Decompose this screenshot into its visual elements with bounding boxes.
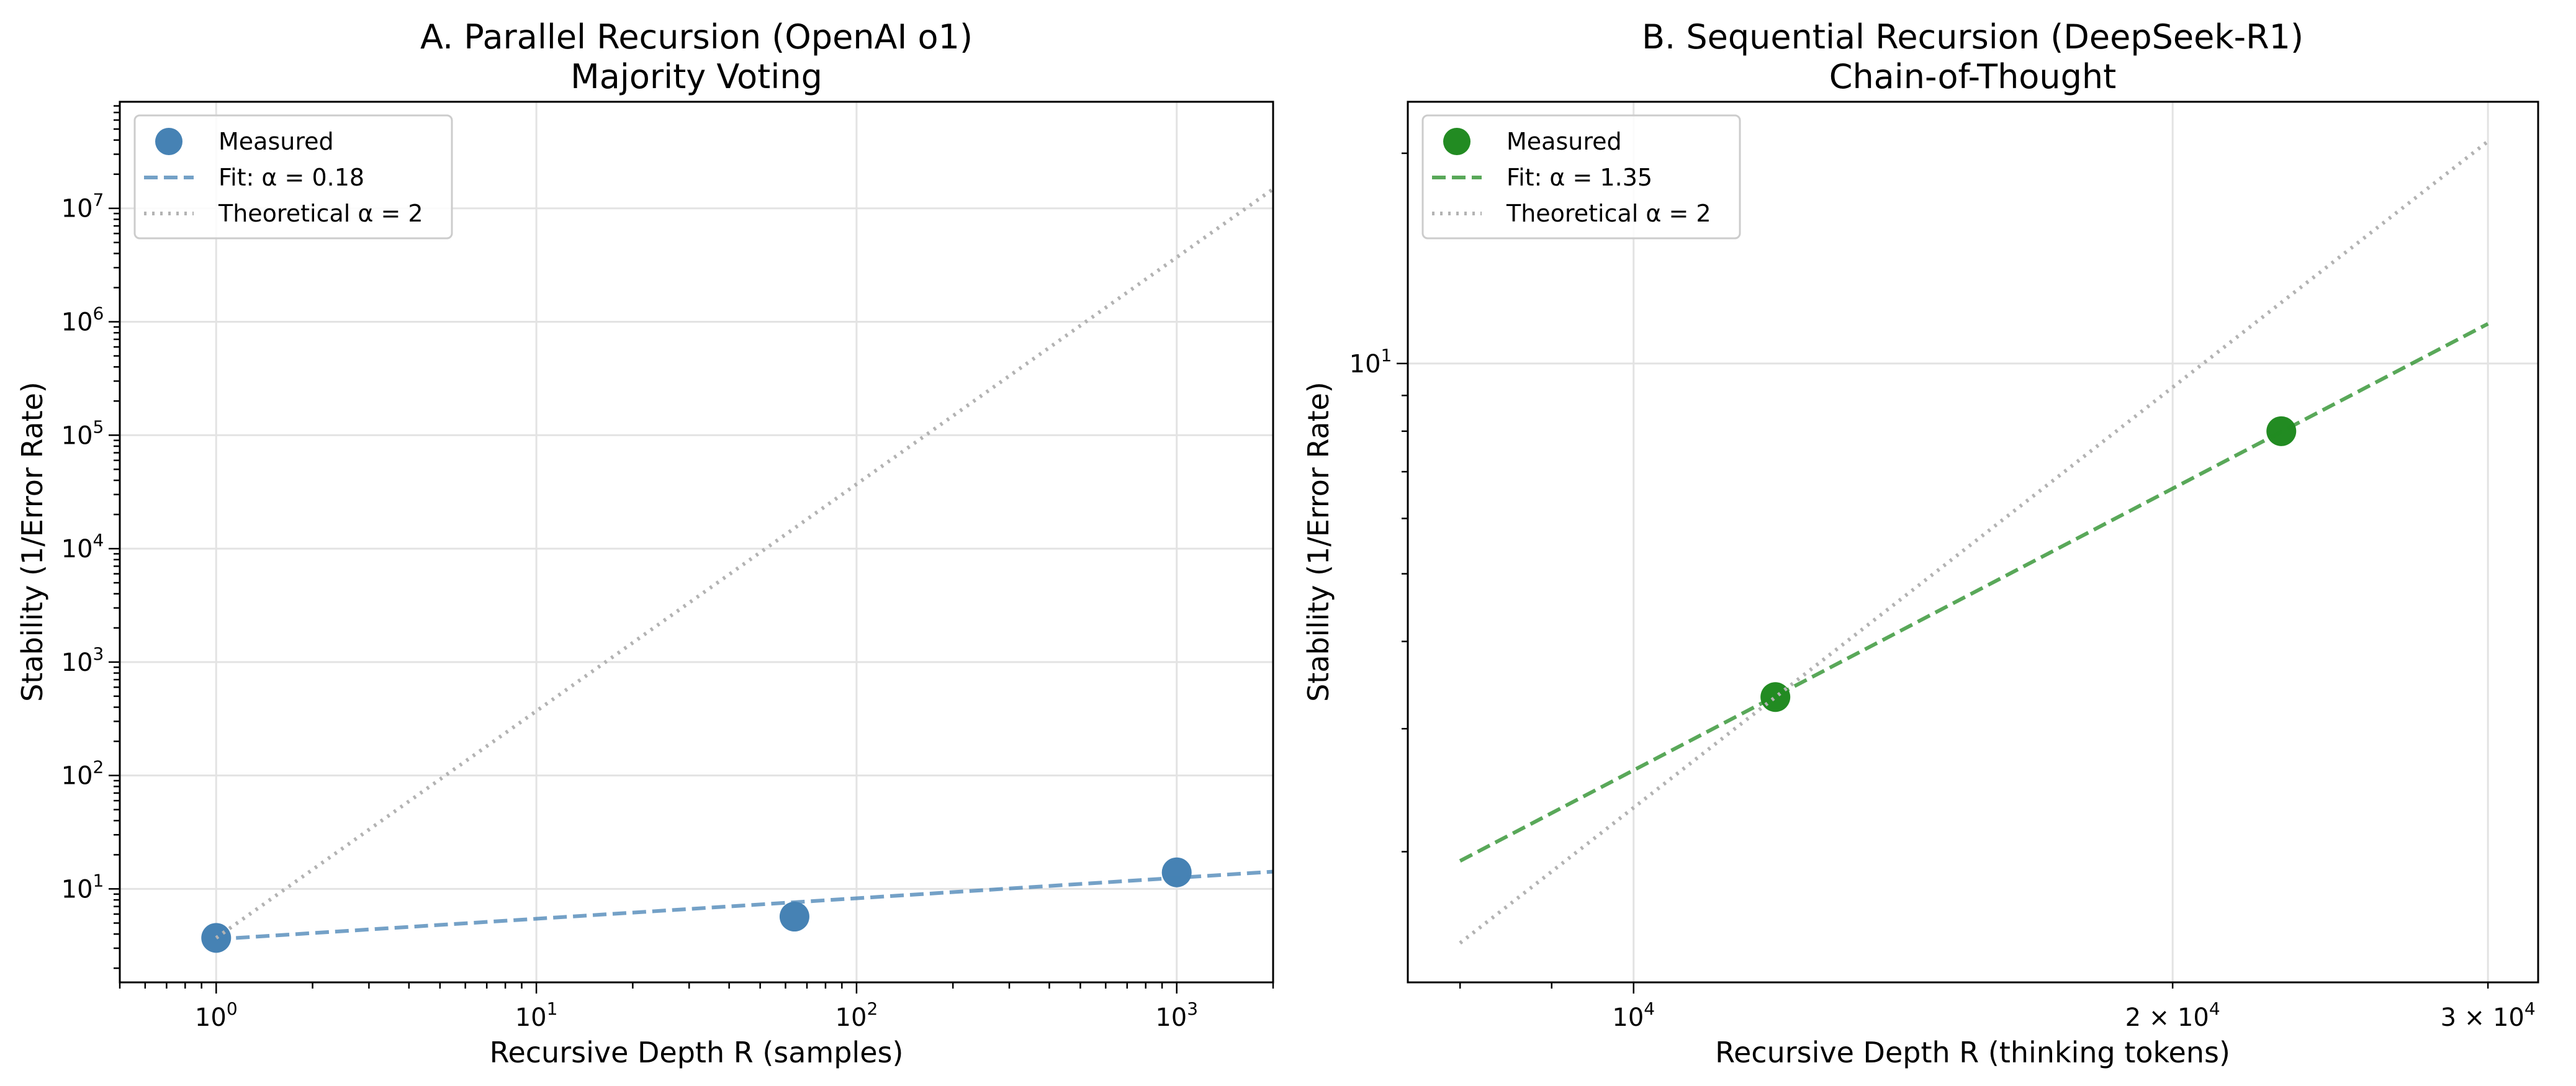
panel-a-xlabel: Recursive Depth R (samples) bbox=[490, 1036, 904, 1069]
y-tick-label: 104 bbox=[61, 530, 104, 563]
panel-b-xlabel: Recursive Depth R (thinking tokens) bbox=[1715, 1036, 2230, 1069]
legend-marker-measured bbox=[155, 128, 182, 155]
x-tick-label: 2 × 104 bbox=[2125, 998, 2220, 1032]
y-tick-label: 102 bbox=[61, 757, 104, 791]
panel-a-ylabel: Stability (1/Error Rate) bbox=[16, 382, 49, 702]
y-tick-label: 106 bbox=[61, 303, 104, 337]
x-tick-label: 102 bbox=[835, 998, 878, 1032]
theoretical-line bbox=[215, 187, 1274, 940]
measured-point bbox=[1760, 682, 1791, 712]
legend-label: Theoretical α = 2 bbox=[218, 200, 423, 227]
x-tick-label: 100 bbox=[195, 998, 238, 1032]
y-tick-label: 105 bbox=[61, 416, 104, 450]
legend-label: Fit: α = 1.35 bbox=[1506, 164, 1652, 191]
legend-box bbox=[1421, 114, 1741, 240]
plot-frame bbox=[1407, 101, 2539, 984]
measured-point bbox=[1161, 857, 1192, 887]
plot-frame bbox=[119, 101, 1274, 984]
legend-box bbox=[133, 114, 453, 240]
legend-label: Measured bbox=[1506, 128, 1622, 155]
panel-b-title: B. Sequential Recursion (DeepSeek-R1) bbox=[1642, 17, 2304, 56]
panel-b-ylabel: Stability (1/Error Rate) bbox=[1302, 382, 1335, 702]
panel-a-title: A. Parallel Recursion (OpenAI o1) bbox=[420, 17, 973, 56]
measured-point bbox=[779, 902, 809, 932]
y-tick-label: 101 bbox=[61, 870, 104, 904]
x-tick-label: 101 bbox=[515, 998, 558, 1032]
panel-b: B. Sequential Recursion (DeepSeek-R1) Ch… bbox=[1302, 17, 2539, 1069]
legend-label: Theoretical α = 2 bbox=[1506, 200, 1711, 227]
fit-line bbox=[216, 869, 1274, 941]
panel-b-subtitle: Chain-of-Thought bbox=[1829, 57, 2117, 96]
legend-label: Measured bbox=[218, 128, 334, 155]
fit-line bbox=[1459, 322, 2489, 863]
legend-marker-measured bbox=[1443, 128, 1470, 155]
x-tick-label: 3 × 104 bbox=[2441, 998, 2536, 1032]
y-tick-label: 103 bbox=[61, 644, 104, 677]
x-tick-label: 104 bbox=[1612, 998, 1655, 1032]
panel-a-subtitle: Majority Voting bbox=[570, 57, 822, 96]
panel-a: A. Parallel Recursion (OpenAI o1) Majori… bbox=[16, 17, 1274, 1069]
legend-label: Fit: α = 0.18 bbox=[218, 164, 364, 191]
y-tick-label: 101 bbox=[1349, 345, 1392, 379]
y-tick-label: 107 bbox=[61, 190, 104, 223]
theoretical-line bbox=[1459, 140, 2489, 945]
x-tick-label: 103 bbox=[1155, 998, 1198, 1032]
